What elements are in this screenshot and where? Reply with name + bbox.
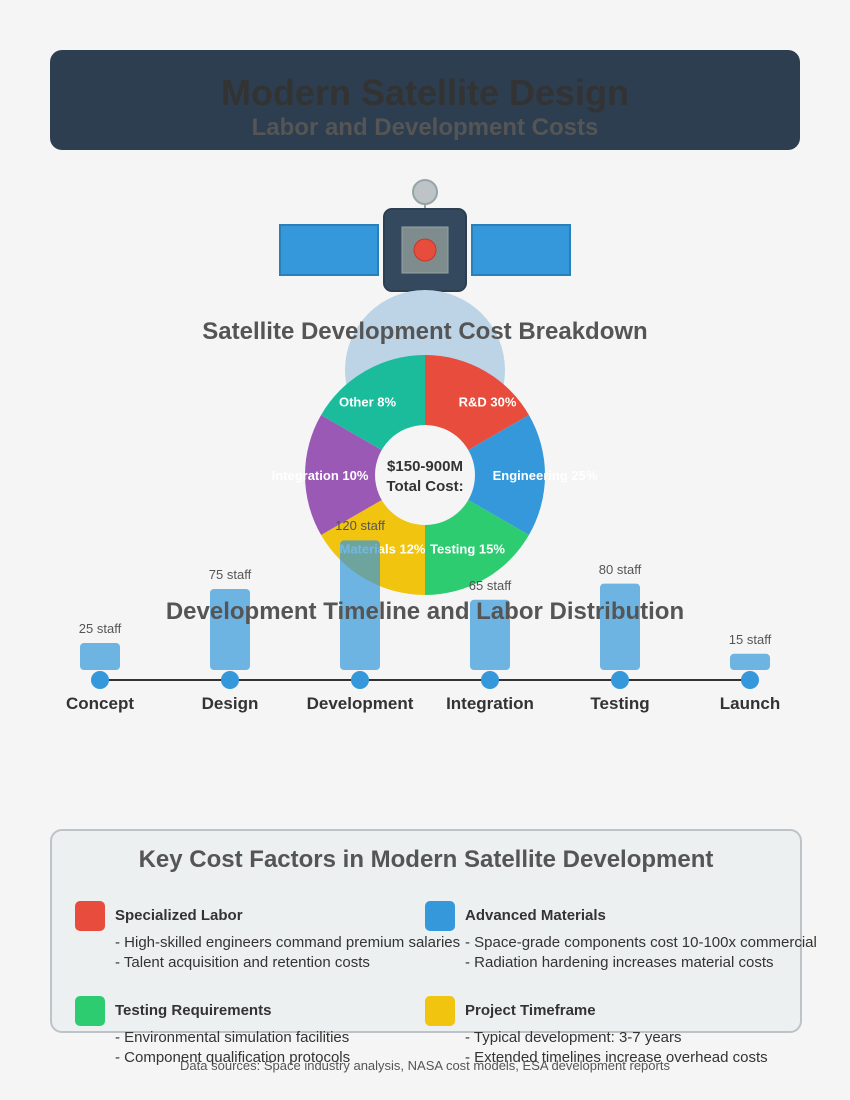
labor-bar-chart	[80, 540, 770, 670]
bar-value-label: 75 staff	[208, 567, 252, 582]
page-subtitle: Labor and Development Costs	[251, 114, 599, 141]
title-banner: Modern Satellite Design Labor and Develo…	[50, 50, 800, 150]
factor-name: Advanced Materials	[465, 907, 606, 924]
factor-name: Project Timeframe	[465, 1002, 596, 1019]
cost-chart-title: Satellite Development Cost Breakdown	[202, 318, 648, 345]
pie-center-label: Total Cost:	[386, 478, 463, 495]
pie-slice-label: Engineering 25%	[493, 468, 598, 483]
labor-bar	[210, 589, 250, 670]
data-source-note: Data sources: Space industry analysis, N…	[180, 1058, 670, 1073]
factor-name: Testing Requirements	[115, 1002, 272, 1019]
pie-slice-label: Integration 10%	[272, 468, 369, 483]
cost-factors-title: Key Cost Factors in Modern Satellite Dev…	[138, 846, 714, 873]
sensor-icon	[413, 238, 437, 262]
pie-center-value: $150-900M	[387, 458, 463, 475]
solar-panel-right	[471, 224, 571, 276]
pie-slice	[425, 415, 545, 535]
page-title: Modern Satellite Design	[220, 72, 630, 113]
factor-swatch	[425, 901, 455, 931]
cost-factors-panel: Key Cost Factors in Modern Satellite Dev…	[50, 829, 817, 1066]
labor-bar	[80, 643, 120, 670]
pie-slice	[305, 415, 425, 535]
factor-detail: - Space-grade components cost 10-100x co…	[465, 934, 817, 951]
pie-slice-label: Testing 15%	[430, 542, 505, 557]
stage-label: Development	[306, 694, 414, 713]
bar-value-label: 80 staff	[598, 561, 642, 577]
factor-detail: - Component qualification protocols	[115, 1049, 351, 1066]
factor-detail: - Radiation hardening increases material…	[465, 954, 774, 971]
factor-detail: - Extended timelines increase overhead c…	[465, 1049, 768, 1066]
bar-value-label: 120 staff	[335, 518, 385, 534]
factor-swatch	[75, 996, 105, 1026]
timeline-dot	[91, 671, 109, 689]
stage-label: Testing	[590, 694, 650, 713]
stage-label: Concept	[66, 694, 134, 713]
bar-value-label: 25 staff	[78, 621, 122, 636]
timeline-dot	[741, 671, 759, 689]
factor-detail: - Typical development: 3-7 years	[465, 1029, 682, 1046]
timeline-dots	[91, 671, 759, 689]
labor-bar	[730, 653, 770, 670]
timeline-dot	[611, 671, 629, 689]
pie-slice-label: Other 8%	[339, 394, 397, 409]
bar-value-label: 65 staff	[468, 577, 512, 593]
stage-label: Design	[201, 694, 259, 713]
factor-name: Specialized Labor	[115, 907, 243, 924]
factor-detail: - Environmental simulation facilities	[115, 1029, 350, 1046]
solar-panel-left	[279, 224, 379, 276]
stage-label: Launch	[719, 694, 781, 713]
timeline-dot	[351, 671, 369, 689]
pie-center-hole	[375, 425, 475, 525]
factor-detail: - High-skilled engineers command premium…	[115, 934, 461, 951]
factor-detail: - Talent acquisition and retention costs	[115, 954, 370, 971]
bar-value-label: 15 staff	[728, 631, 772, 647]
labor-bar	[470, 599, 510, 670]
labor-bar	[340, 540, 380, 670]
labor-bar	[600, 583, 640, 670]
timeline-dot	[221, 671, 239, 689]
timeline-title: Development Timeline and Labor Distribut…	[165, 598, 685, 625]
pie-slice-label: R&D 30%	[459, 394, 517, 409]
factor-swatch	[425, 996, 455, 1026]
antenna-icon	[412, 179, 438, 205]
stage-label: Integration	[446, 694, 534, 713]
timeline-dot	[481, 671, 499, 689]
factor-swatch	[75, 901, 105, 931]
